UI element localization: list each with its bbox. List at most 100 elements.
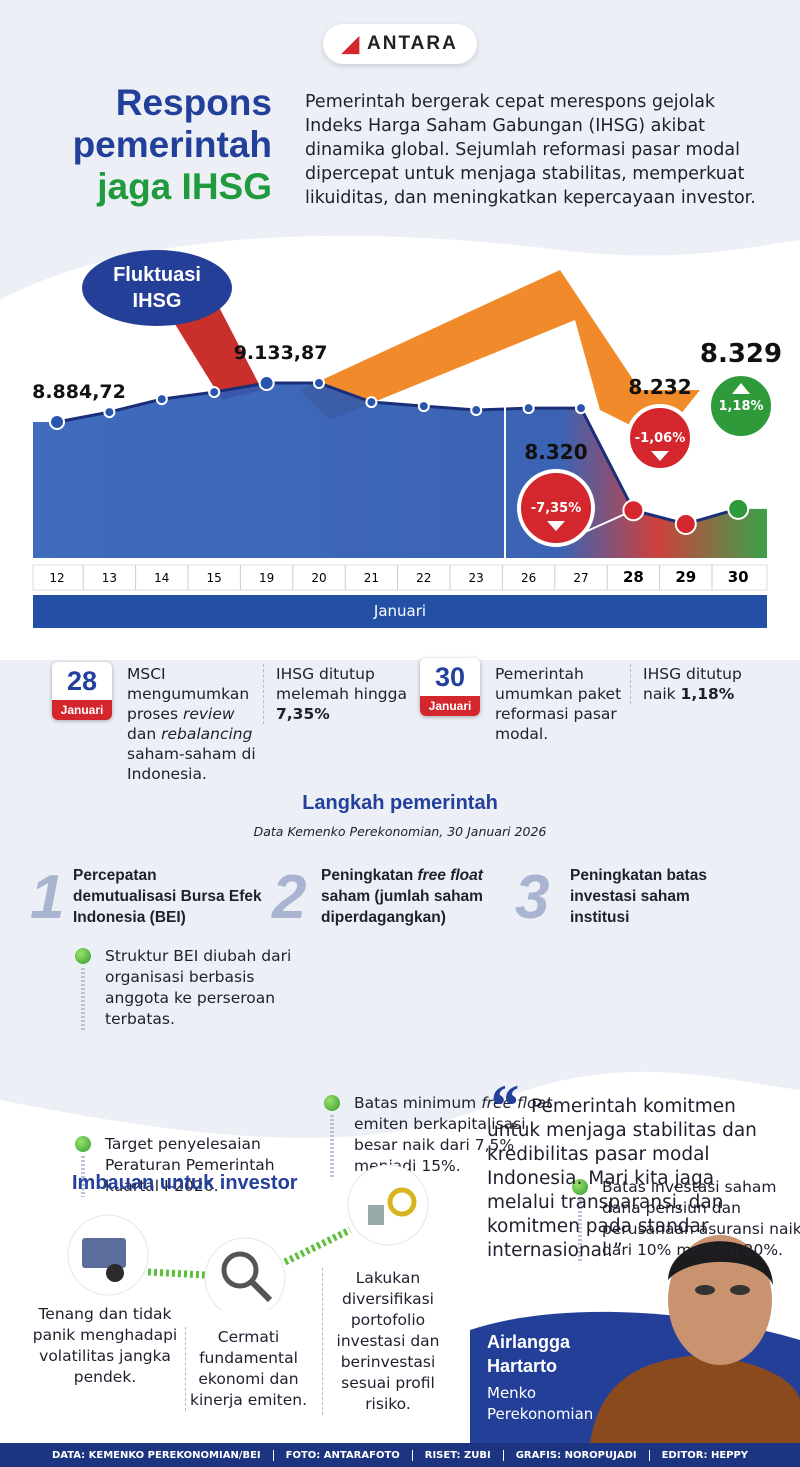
change-label: -1,06% xyxy=(635,431,686,446)
calendar: 28 Januari xyxy=(52,662,112,720)
point xyxy=(470,404,483,417)
text-run: Percepatan demutualisasi Bursa Efek Indo… xyxy=(73,867,262,926)
callout-leader xyxy=(737,437,742,509)
portrait xyxy=(590,1235,800,1443)
event-text: Pemerintah umumkan paket reformasi pasar… xyxy=(495,664,625,744)
bullet: Struktur BEI diubah dari organisasi berb… xyxy=(73,946,320,1030)
text-run: Peningkatan batas investasi saham instit… xyxy=(570,867,707,926)
line xyxy=(56,381,739,526)
text-run: review xyxy=(182,705,235,723)
point xyxy=(674,513,697,535)
change-label: -7,35% xyxy=(531,501,582,516)
text-run: dan xyxy=(127,725,162,743)
quote: Pemerintah komitmen untuk menjaga stabil… xyxy=(487,1096,757,1261)
chart: 12 8.884,72 13 14 15 19 9.133,87 20 21 22 23 26 27 28… xyxy=(32,270,782,628)
footer: DATA: KEMENKO PEREKONOMIAN/BEI FOTO: ANTA… xyxy=(0,1443,800,1467)
point xyxy=(103,406,116,419)
x-tick-label: 27 xyxy=(573,571,588,585)
text-run: Struktur BEI diubah dari organisasi berb… xyxy=(105,947,292,1028)
calendar-month: Januari xyxy=(52,700,112,720)
value-label: 8.884,72 xyxy=(32,381,126,403)
event-text: MSCI mengumumkan proses review dan rebal… xyxy=(127,664,257,784)
x-tick-label: 20 xyxy=(311,571,326,585)
value-label: 8.232 xyxy=(628,375,691,399)
credit: FOTO: ANTARAFOTO xyxy=(272,1449,412,1461)
value-label: 8.320 xyxy=(524,440,587,464)
tick-row xyxy=(32,564,768,591)
x-tick-label: 21 xyxy=(364,571,379,585)
x-tick-label: 29 xyxy=(675,568,696,586)
x-tick-label: 19 xyxy=(259,571,274,585)
step-title: Peningkatan batas investasi saham instit… xyxy=(570,865,750,928)
tip: Lakukan diversifikasi portofolio investa… xyxy=(322,1268,453,1415)
logo-text: ANTARA xyxy=(367,33,458,54)
point xyxy=(575,402,587,415)
event-result: IHSG ditutup naik 1,18% xyxy=(630,664,778,704)
text-run: 1,18% xyxy=(680,685,735,703)
calendar-month: Januari xyxy=(420,696,480,716)
point xyxy=(417,400,430,413)
text-run: saham (jumlah saham diperdagangkan) xyxy=(321,888,483,926)
x-tick-label: 12 xyxy=(49,571,64,585)
point xyxy=(208,386,221,399)
step-number: 1 xyxy=(30,863,65,932)
credit: EDITOR: HEPPY xyxy=(648,1449,760,1461)
calendar-day: 28 xyxy=(66,666,98,696)
text-run: rebalancing xyxy=(161,725,253,743)
section-title: Imbauan untuk investor xyxy=(72,1172,298,1194)
point xyxy=(365,396,378,409)
value-label: 8.329 xyxy=(700,339,782,369)
point xyxy=(522,402,535,415)
text-run: IHSG ditutup naik xyxy=(643,665,742,703)
x-tick-label: 23 xyxy=(469,571,484,585)
x-tick-label: 22 xyxy=(416,571,431,585)
text-run: free float xyxy=(481,1094,553,1112)
change-arrow xyxy=(651,451,669,461)
title-line: Respons xyxy=(115,82,272,123)
credit: GRAFIS: NOROPUJADI xyxy=(502,1449,649,1461)
change-arrow xyxy=(732,383,750,394)
x-tick-label: 30 xyxy=(728,568,749,586)
point xyxy=(49,413,65,430)
x-tick-label: 15 xyxy=(207,571,222,585)
point xyxy=(155,393,168,406)
title-line: pemerintah xyxy=(72,124,272,165)
title: Respons pemerintah jaga IHSG xyxy=(20,82,272,208)
x-tick-label: 14 xyxy=(154,571,169,585)
quote-mark: “ xyxy=(488,1073,518,1139)
decor-arrow xyxy=(300,270,700,440)
step-title: Percepatan demutualisasi Bursa Efek Indo… xyxy=(73,865,263,928)
point xyxy=(727,497,750,520)
point xyxy=(258,375,275,392)
title-line: jaga IHSG xyxy=(97,166,272,207)
text-run: IHSG ditutup melemah hingga xyxy=(276,665,407,703)
bullet: Batas investasi saham dana pensiun dan p… xyxy=(570,1177,800,1261)
step-number: 2 xyxy=(272,863,307,932)
change-badge xyxy=(517,469,595,547)
change-badge xyxy=(626,404,694,472)
value-label: 9.133,87 xyxy=(234,342,328,364)
text-run: Target penyelesaian Peraturan Pemerintah… xyxy=(105,1135,275,1195)
intro: Pemerintah bergerak cepat merespons gejo… xyxy=(305,92,756,208)
quote-role: Menko Perekonomian xyxy=(487,1384,594,1423)
x-axis-band xyxy=(33,595,767,628)
calendar-day: 30 xyxy=(434,662,466,692)
text-run: Batas investasi saham dana pensiun dan p… xyxy=(602,1178,800,1259)
section-title: Langkah pemerintah xyxy=(302,792,498,814)
credit: RISET: ZUBI xyxy=(411,1449,503,1461)
chart-title: Fluktuasi IHSG xyxy=(82,250,232,326)
change-arrow xyxy=(547,521,565,531)
text-run: MSCI mengumumkan proses xyxy=(127,665,250,723)
tip-icons xyxy=(67,1164,429,1310)
point xyxy=(622,499,645,522)
x-tick-label: 28 xyxy=(623,568,644,586)
source: Data Kemenko Perekonomian, 30 Januari 20… xyxy=(253,824,547,839)
bullet: Target penyelesaian Peraturan Pemerintah… xyxy=(73,1134,285,1197)
x-tick-label: 13 xyxy=(102,571,117,585)
x-axis-label: Januari xyxy=(373,602,426,620)
tip: Tenang dan tidak panik menghadapi volati… xyxy=(32,1305,178,1386)
tip: Cermati fundamental ekonomi dan kinerja … xyxy=(185,1327,311,1411)
logo: ◢ ANTARA xyxy=(323,24,477,64)
calendar: 30 Januari xyxy=(420,658,480,716)
